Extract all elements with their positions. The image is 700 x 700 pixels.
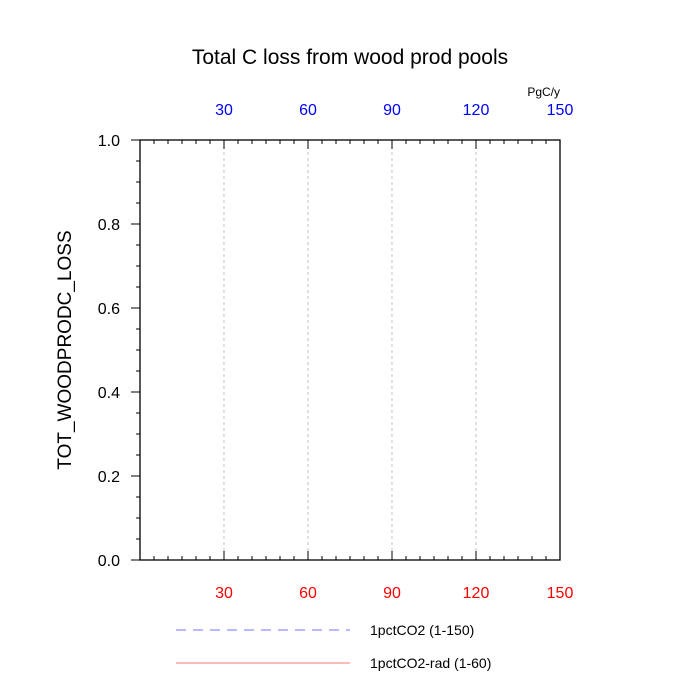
y-tick-label: 0.2 bbox=[98, 469, 120, 486]
y-axis-label: TOT_WOODPRODC_LOSS bbox=[55, 230, 76, 469]
y-tick-label: 1.0 bbox=[98, 133, 120, 150]
y-tick-label: 0.8 bbox=[98, 217, 120, 234]
x-tick-label-bottom: 90 bbox=[383, 585, 401, 602]
x-tick-label-bottom: 150 bbox=[547, 585, 574, 602]
legend-label-1: 1pctCO2 (1-150) bbox=[370, 622, 474, 638]
x-tick-label-bottom: 60 bbox=[299, 585, 317, 602]
x-tick-label-bottom: 30 bbox=[215, 585, 233, 602]
x-tick-label-top: 30 bbox=[215, 102, 233, 119]
tick-labels: 30 30 60 60 90 90 120 120 150 150 0.0 0.2 0.4 0.6 0.8 1… bbox=[98, 102, 574, 602]
y-tick-label: 0.6 bbox=[98, 301, 120, 318]
chart-title: Total C loss from wood prod pools bbox=[192, 46, 508, 69]
y-tick-label: 0.0 bbox=[98, 553, 120, 570]
units-label: PgC/y bbox=[527, 85, 560, 99]
grid-lines bbox=[223, 140, 477, 560]
x-tick-label-top: 150 bbox=[547, 102, 574, 119]
x-tick-label-top: 120 bbox=[463, 102, 490, 119]
legend: 1pctCO2 (1-150) 1pctCO2-rad (1-60) bbox=[176, 622, 491, 671]
legend-label-2: 1pctCO2-rad (1-60) bbox=[370, 655, 491, 671]
plot-frame bbox=[139, 139, 561, 561]
y-tick-label: 0.4 bbox=[98, 385, 120, 402]
x-tick-label-top: 60 bbox=[299, 102, 317, 119]
x-tick-label-top: 90 bbox=[383, 102, 401, 119]
x-tick-label-bottom: 120 bbox=[463, 585, 490, 602]
axis-ticks bbox=[131, 139, 561, 561]
